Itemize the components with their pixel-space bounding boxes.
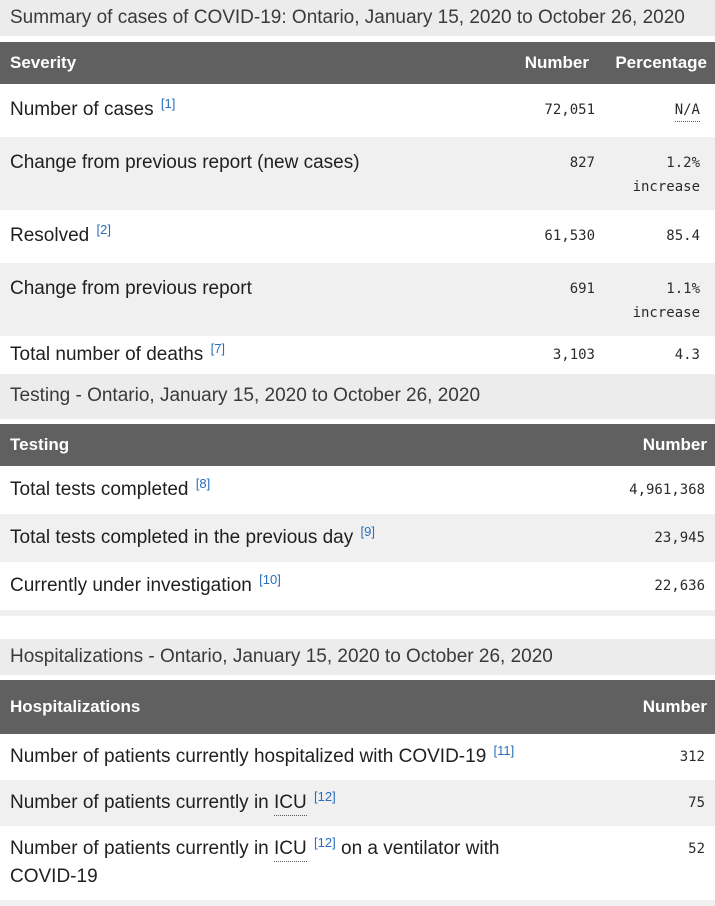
row-number: 75 (688, 795, 705, 811)
summary-table: Severity Number Percentage Number of cas… (0, 42, 715, 374)
row-label: Change from previous report (0, 263, 502, 336)
footnote-link[interactable]: [11] (493, 742, 515, 758)
table-row: Resolved [2] 61,530 85.4 (0, 210, 715, 263)
row-number: 22,636 (654, 578, 705, 594)
row-label: Change from previous report (new cases) (0, 137, 502, 210)
table-bottom-strip (0, 900, 715, 906)
footnote-link[interactable]: [12] (314, 788, 336, 804)
table-row: Total tests completed in the previous da… (0, 514, 715, 562)
footnote-link[interactable]: [7] (210, 340, 226, 356)
percentage-value: 85.4 (666, 228, 700, 244)
row-label: Total tests completed [8] (0, 466, 560, 514)
table-row: Total number of deaths [7] 3,103 4.3 (0, 336, 715, 374)
row-number: 3,103 (552, 347, 595, 363)
row-label-text: Change from previous report (10, 278, 252, 299)
row-number: 52 (688, 841, 705, 857)
hospitalizations-col-number: Number (560, 680, 715, 734)
table-row: Currently under investigation [10] 22,63… (0, 562, 715, 610)
row-label: Total tests completed in the previous da… (0, 514, 560, 562)
row-label-text: Number of patients currently hospitalize… (10, 746, 487, 767)
hospitalizations-col-label: Hospitalizations (0, 680, 560, 734)
testing-table: Testing Number Total tests completed [8]… (0, 424, 715, 610)
row-number: 827 (569, 155, 595, 171)
row-label: Total number of deaths [7] (0, 336, 502, 374)
row-label-text: Resolved (10, 225, 90, 246)
row-label-text: Total number of deaths (10, 344, 204, 365)
row-label: Number of patients currently in ICU [12] (0, 780, 560, 826)
hospitalizations-header-row: Hospitalizations Number (0, 680, 715, 734)
table-bottom-strip (0, 610, 715, 616)
row-label-text: Change from previous report (new cases) (10, 152, 360, 173)
row-number: 61,530 (544, 228, 595, 244)
row-number: 691 (569, 281, 595, 297)
row-label-text: Number of cases (10, 99, 154, 120)
table-row: Change from previous report (new cases) … (0, 137, 715, 210)
table-row: Number of patients currently in ICU [12]… (0, 826, 715, 900)
row-number: 72,051 (544, 102, 595, 118)
footnote-link[interactable]: [12] (314, 834, 336, 850)
row-percentage: N/A (597, 84, 715, 137)
row-label-text: Number of patients currently in (10, 792, 269, 813)
row-percentage: 4.3 (597, 336, 715, 374)
abbr-icu: ICU (274, 838, 307, 862)
percentage-value: 1.2% (666, 155, 700, 171)
footnote-link[interactable]: [8] (195, 475, 211, 491)
hospitalizations-table: Hospitalizations Number Number of patien… (0, 680, 715, 900)
row-label-text: Currently under investigation (10, 575, 252, 596)
summary-header-row: Severity Number Percentage (0, 42, 715, 84)
footnote-link[interactable]: [1] (160, 95, 176, 111)
hospitalizations-table-caption: Hospitalizations - Ontario, January 15, … (0, 639, 715, 675)
row-percentage: 85.4 (597, 210, 715, 263)
abbr-icu: ICU (274, 792, 307, 816)
abbr-na: N/A (674, 102, 700, 122)
footnote-link[interactable]: [2] (96, 221, 111, 237)
percentage-value: 1.1% (666, 281, 700, 297)
table-row: Number of patients currently hospitalize… (0, 734, 715, 780)
percentage-note: increase (632, 305, 700, 321)
footnote-link[interactable]: [9] (360, 523, 375, 539)
row-number: 312 (679, 749, 705, 765)
testing-col-label: Testing (0, 424, 560, 466)
testing-header-row: Testing Number (0, 424, 715, 466)
testing-col-number: Number (560, 424, 715, 466)
row-percentage: 1.1% increase (597, 263, 715, 336)
row-label: Number of patients currently in ICU [12]… (0, 826, 560, 900)
summary-col-severity: Severity (0, 42, 502, 84)
table-row: Total tests completed [8] 4,961,368 (0, 466, 715, 514)
row-label-text: Number of patients currently in (10, 838, 269, 859)
row-label: Resolved [2] (0, 210, 502, 263)
table-row: Number of patients currently in ICU [12]… (0, 780, 715, 826)
percentage-note: increase (632, 179, 700, 195)
row-number: 23,945 (654, 530, 705, 546)
summary-col-percentage: Percentage (597, 42, 715, 84)
table-row: Change from previous report 691 1.1% incr… (0, 263, 715, 336)
testing-table-caption: Testing - Ontario, January 15, 2020 to O… (0, 374, 715, 419)
row-percentage: 1.2% increase (597, 137, 715, 210)
row-label-text: Total tests completed (10, 479, 189, 500)
footnote-link[interactable]: [10] (259, 571, 281, 587)
summary-col-number: Number (502, 42, 597, 84)
section-gap (0, 616, 715, 639)
row-label: Number of cases [1] (0, 84, 502, 137)
row-label: Number of patients currently hospitalize… (0, 734, 560, 780)
summary-table-caption: Summary of cases of COVID-19: Ontario, J… (0, 0, 715, 36)
row-label: Currently under investigation [10] (0, 562, 560, 610)
table-row: Number of cases [1] 72,051 N/A (0, 84, 715, 137)
percentage-value: 4.3 (674, 347, 700, 363)
row-label-text: Total tests completed in the previous da… (10, 527, 354, 548)
row-number: 4,961,368 (629, 482, 705, 498)
